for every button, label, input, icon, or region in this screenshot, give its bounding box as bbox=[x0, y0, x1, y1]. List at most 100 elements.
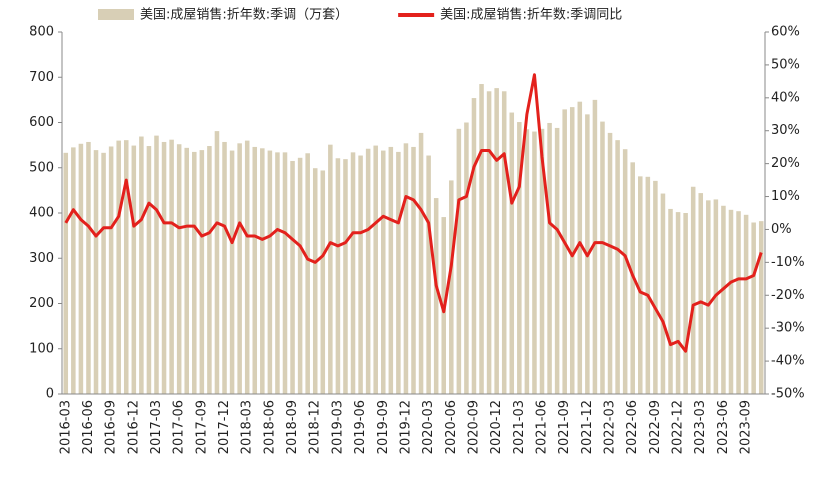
bar bbox=[418, 132, 424, 394]
x-tick-label: 2021-03 bbox=[512, 400, 527, 454]
y-tick-label: 500 bbox=[29, 160, 54, 175]
bar bbox=[706, 200, 711, 394]
bar bbox=[199, 150, 205, 394]
y2-tick-label: -30% bbox=[771, 321, 805, 336]
legend-swatch bbox=[98, 9, 134, 20]
bar bbox=[758, 221, 764, 394]
bar bbox=[108, 146, 114, 394]
bar bbox=[373, 145, 378, 394]
bar bbox=[721, 205, 726, 394]
x-tick-label: 2016-06 bbox=[81, 400, 96, 454]
bar bbox=[192, 151, 197, 394]
bar bbox=[222, 141, 227, 394]
y2-tick-label: 10% bbox=[771, 189, 800, 204]
y2-tick-label: -50% bbox=[771, 387, 805, 402]
y2-tick-label: 0% bbox=[771, 222, 792, 237]
bar bbox=[554, 127, 560, 395]
bar bbox=[214, 131, 220, 394]
bar bbox=[653, 180, 658, 394]
y2-tick-label: -10% bbox=[771, 255, 805, 270]
bar bbox=[154, 135, 159, 394]
bar bbox=[131, 145, 137, 394]
bar bbox=[751, 222, 756, 394]
bar bbox=[494, 88, 499, 395]
x-tick-label: 2019-03 bbox=[330, 400, 345, 454]
bar bbox=[615, 140, 620, 394]
bar bbox=[449, 180, 454, 394]
line bbox=[64, 73, 763, 353]
bar bbox=[275, 152, 280, 394]
y-tick-label: 100 bbox=[29, 341, 54, 356]
bar bbox=[622, 149, 628, 394]
bar bbox=[63, 152, 69, 394]
bar bbox=[690, 186, 696, 394]
x-tick-label: 2020-12 bbox=[489, 400, 504, 454]
bar bbox=[116, 140, 121, 394]
bar bbox=[237, 143, 242, 394]
x-tick-label: 2021-06 bbox=[535, 400, 550, 454]
bar bbox=[456, 128, 462, 394]
x-tick-label: 2019-09 bbox=[376, 400, 391, 454]
x-tick-label: 2018-03 bbox=[240, 400, 255, 454]
bar bbox=[728, 209, 734, 394]
bar bbox=[569, 107, 575, 395]
bar bbox=[229, 150, 235, 394]
bar bbox=[290, 160, 295, 394]
bar bbox=[252, 146, 258, 394]
x-tick-label: 2017-06 bbox=[172, 400, 187, 454]
bar bbox=[169, 139, 174, 394]
x-tick-label: 2018-12 bbox=[308, 400, 323, 454]
bar bbox=[207, 146, 212, 394]
bar bbox=[93, 150, 99, 394]
y2-tick-label: 50% bbox=[771, 57, 800, 72]
bar bbox=[260, 148, 265, 394]
bar bbox=[517, 122, 522, 395]
bar bbox=[267, 150, 273, 394]
bar bbox=[524, 129, 530, 394]
bar bbox=[396, 151, 401, 394]
bar bbox=[607, 132, 613, 394]
bar bbox=[320, 170, 326, 394]
bar bbox=[146, 146, 152, 394]
bar bbox=[592, 99, 598, 394]
bar bbox=[675, 212, 681, 394]
bar bbox=[645, 176, 651, 394]
x-tick-label: 2017-12 bbox=[217, 400, 232, 454]
bar bbox=[350, 152, 356, 394]
bar bbox=[282, 152, 288, 394]
bar bbox=[464, 122, 469, 394]
x-tick-label: 2016-12 bbox=[126, 400, 141, 454]
x-tick-label: 2020-03 bbox=[421, 400, 436, 454]
bar bbox=[486, 91, 492, 394]
bar bbox=[328, 144, 333, 394]
bar bbox=[562, 109, 567, 394]
x-tick-label: 2022-06 bbox=[625, 400, 640, 454]
x-tick-label: 2023-06 bbox=[716, 400, 731, 454]
bar bbox=[139, 136, 144, 394]
bar bbox=[358, 155, 363, 394]
bar bbox=[411, 146, 416, 394]
bar bbox=[638, 176, 643, 394]
y-tick-label: 400 bbox=[29, 206, 54, 221]
x-tick-label: 2022-12 bbox=[671, 400, 686, 454]
y-tick-label: 700 bbox=[29, 70, 54, 85]
x-tick-label: 2023-03 bbox=[693, 400, 708, 454]
y-tick-label: 800 bbox=[29, 25, 54, 40]
x-tick-label: 2021-09 bbox=[557, 400, 572, 454]
y2-tick-label: 30% bbox=[771, 123, 800, 138]
bar bbox=[312, 168, 318, 394]
bar bbox=[668, 208, 673, 394]
x-tick-label: 2021-12 bbox=[580, 400, 595, 454]
x-tick-label: 2023-09 bbox=[739, 400, 754, 454]
x-tick-label: 2018-06 bbox=[262, 400, 277, 454]
bar bbox=[380, 150, 386, 394]
y2-tick-label: -20% bbox=[771, 288, 805, 303]
x-tick-label: 2022-03 bbox=[603, 400, 618, 454]
bar bbox=[123, 140, 129, 394]
bar bbox=[577, 101, 583, 394]
x-tick-label: 2017-09 bbox=[194, 400, 209, 454]
x-tick-label: 2020-09 bbox=[466, 400, 481, 454]
bar bbox=[547, 122, 552, 394]
bar bbox=[335, 158, 341, 394]
